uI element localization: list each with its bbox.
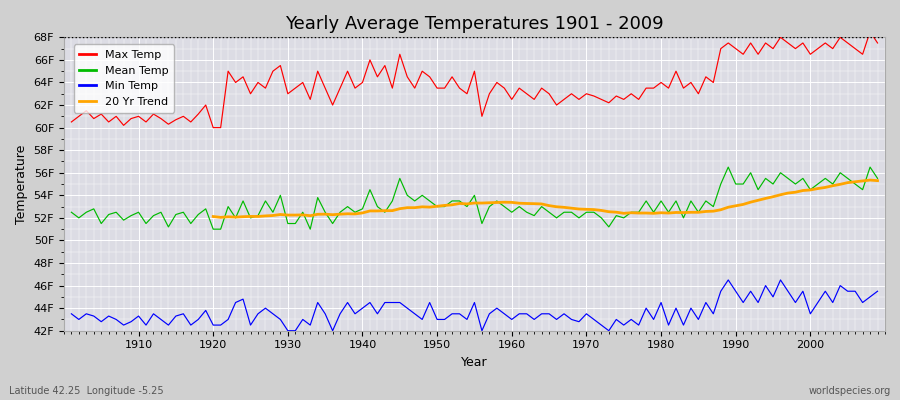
Title: Yearly Average Temperatures 1901 - 2009: Yearly Average Temperatures 1901 - 2009 <box>285 15 664 33</box>
Legend: Max Temp, Mean Temp, Min Temp, 20 Yr Trend: Max Temp, Mean Temp, Min Temp, 20 Yr Tre… <box>74 44 174 112</box>
Y-axis label: Temperature: Temperature <box>15 144 28 224</box>
Text: worldspecies.org: worldspecies.org <box>809 386 891 396</box>
Text: Latitude 42.25  Longitude -5.25: Latitude 42.25 Longitude -5.25 <box>9 386 164 396</box>
X-axis label: Year: Year <box>461 356 488 369</box>
